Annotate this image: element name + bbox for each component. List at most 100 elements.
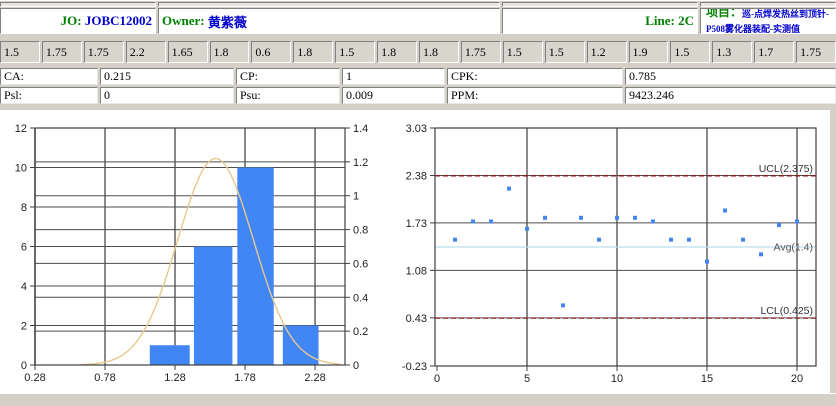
- measurement-cell: 1.5: [670, 41, 711, 63]
- data-point: [543, 215, 547, 220]
- header-top-strip: [0, 1, 836, 7]
- axis-label: 5: [524, 373, 530, 385]
- measurement-cell: 1.5: [335, 41, 376, 63]
- measurement-cell: 1.8: [377, 41, 417, 63]
- axis-label: 2.38: [406, 170, 427, 182]
- measurement-cell: 1.75: [41, 41, 82, 63]
- measurement-cell: 1.5: [0, 41, 40, 63]
- measurement-cell: 0.6: [251, 41, 292, 63]
- owner-label: Owner:: [162, 13, 205, 28]
- measurement-cell: 1.75: [83, 41, 124, 63]
- axis-label: 1.78: [234, 372, 255, 384]
- axis-label: 0: [353, 360, 359, 372]
- measurement-cell: 1.75: [796, 41, 836, 63]
- measurement-cell: 1.8: [209, 41, 250, 63]
- stat-label-psl: Psl:: [0, 87, 98, 104]
- measurement-cell: 1.3: [712, 41, 753, 63]
- charts-canvas: 0 2 4 6 8 10 12 0 0.2 0.4 0.6 0.8 1 1.2 1.4 0.28 0.78 1.2…: [15, 123, 817, 385]
- charts-panel: 0 2 4 6 8 10 12 0 0.2 0.4 0.6 0.8 1 1.2 1.4 0.28 0.78 1.2…: [0, 110, 836, 393]
- data-point: [615, 215, 619, 220]
- axis-label: 10: [15, 163, 27, 175]
- data-point: [471, 219, 475, 224]
- data-point: [597, 237, 601, 242]
- measurement-strip: 1.5 1.75 1.75 2.2 1.65 1.8 0.6 1.8 1.5 1.8 1.8 1.75…: [0, 41, 836, 63]
- measurement-cell: 1.75: [460, 41, 501, 63]
- header-row: JO: JOBC12002 Owner: 黄紫薇 Line: 2C 项目：巡-点…: [0, 8, 836, 34]
- stat-value-ca: 0.215: [100, 68, 234, 85]
- control-chart: 3.03 2.38 1.73 1.08 0.43 -0.23 0 5 10 15 20 UCL(2.3…: [402, 123, 817, 385]
- line-label: Line:: [645, 13, 675, 28]
- axis-label: 0.8: [353, 225, 368, 237]
- data-point: [633, 215, 637, 220]
- stat-value-psl: 0: [100, 87, 234, 104]
- stats-table: CA: 0.215 CP: 1 CPK: 0.785 Psl: 0 Psu: 0…: [0, 68, 836, 104]
- histogram-bar: [237, 167, 274, 365]
- stat-label-cp: CP:: [236, 68, 340, 85]
- header-top-cell: [158, 2, 500, 7]
- stat-label-cpk: CPK:: [447, 68, 623, 85]
- axis-label: 20: [791, 373, 803, 385]
- data-point: [705, 259, 709, 264]
- project-cell: 项目：巡-点焊发热丝到顶针-P508雾化器装配-实测值: [700, 8, 836, 34]
- project-label: 项目：: [706, 8, 743, 20]
- axis-label: 6: [21, 242, 27, 254]
- axis-label: 0.4: [353, 292, 368, 304]
- data-points: [453, 186, 799, 308]
- axis-label: 0.6: [353, 258, 368, 270]
- data-point: [723, 208, 727, 213]
- axis-label: 0: [434, 373, 440, 385]
- data-point: [525, 226, 529, 231]
- stat-label-psu: Psu:: [236, 87, 340, 104]
- stat-label-ca: CA:: [0, 68, 98, 85]
- measurement-cell: 1.5: [502, 41, 543, 63]
- histogram-chart: 0 2 4 6 8 10 12 0 0.2 0.4 0.6 0.8 1 1.2 1.4 0.28 0.78 1.2…: [15, 123, 369, 384]
- histogram-bars: [149, 167, 319, 365]
- measurement-cell: 1.8: [293, 41, 334, 63]
- data-point: [741, 237, 745, 242]
- measurement-cell: 1.65: [167, 41, 208, 63]
- measurement-cell: 1.2: [586, 41, 627, 63]
- measurement-cell: 1.7: [754, 41, 795, 63]
- data-point: [651, 219, 655, 224]
- data-point: [507, 186, 511, 191]
- axis-label: 0.28: [24, 372, 45, 384]
- axis-label: 0.2: [353, 326, 368, 338]
- stat-value-cpk: 0.785: [625, 68, 836, 85]
- axis-label: 0.78: [94, 372, 115, 384]
- axis-label: 3.03: [406, 123, 427, 135]
- header-top-cell: [502, 2, 698, 7]
- axis-label: 1.4: [353, 123, 368, 135]
- stat-value-psu: 0.009: [342, 87, 445, 104]
- data-point: [579, 215, 583, 220]
- axis-label: 1.73: [406, 218, 427, 230]
- axis-label: 1: [353, 191, 359, 203]
- window-bottom-edge: [0, 393, 836, 406]
- data-point: [669, 237, 673, 242]
- histogram-bar: [193, 246, 233, 365]
- axis-label: 2.28: [304, 372, 325, 384]
- header-top-cell: [700, 2, 836, 7]
- axis-label: -0.23: [402, 361, 427, 373]
- measurement-cell: 1.5: [544, 41, 585, 63]
- data-point: [687, 237, 691, 242]
- avg-label: Avg(1.4): [774, 242, 814, 254]
- stat-value-cp: 1: [342, 68, 445, 85]
- axis-label: 10: [611, 373, 623, 385]
- data-point: [759, 252, 763, 257]
- axis-label: 2: [21, 321, 27, 333]
- owner-value: 黄紫薇: [207, 14, 247, 30]
- measurement-cell: 2.2: [125, 41, 166, 63]
- jo-value: JOBC12002: [84, 13, 152, 28]
- measurement-cell: 1.9: [628, 41, 669, 63]
- data-point: [453, 237, 457, 242]
- data-point: [489, 219, 493, 224]
- ucl-label: UCL(2.375): [759, 163, 813, 175]
- project-value: 巡-点焊发热丝到顶针-P508雾化器装配-实测值: [706, 9, 830, 34]
- jo-label: JO:: [60, 13, 82, 28]
- header-top-cell: [0, 2, 156, 7]
- axis-label: 0.43: [406, 313, 427, 325]
- axis-label: 1.08: [406, 265, 427, 277]
- line-cell: Line: 2C: [502, 8, 698, 34]
- axis-label: 15: [701, 373, 713, 385]
